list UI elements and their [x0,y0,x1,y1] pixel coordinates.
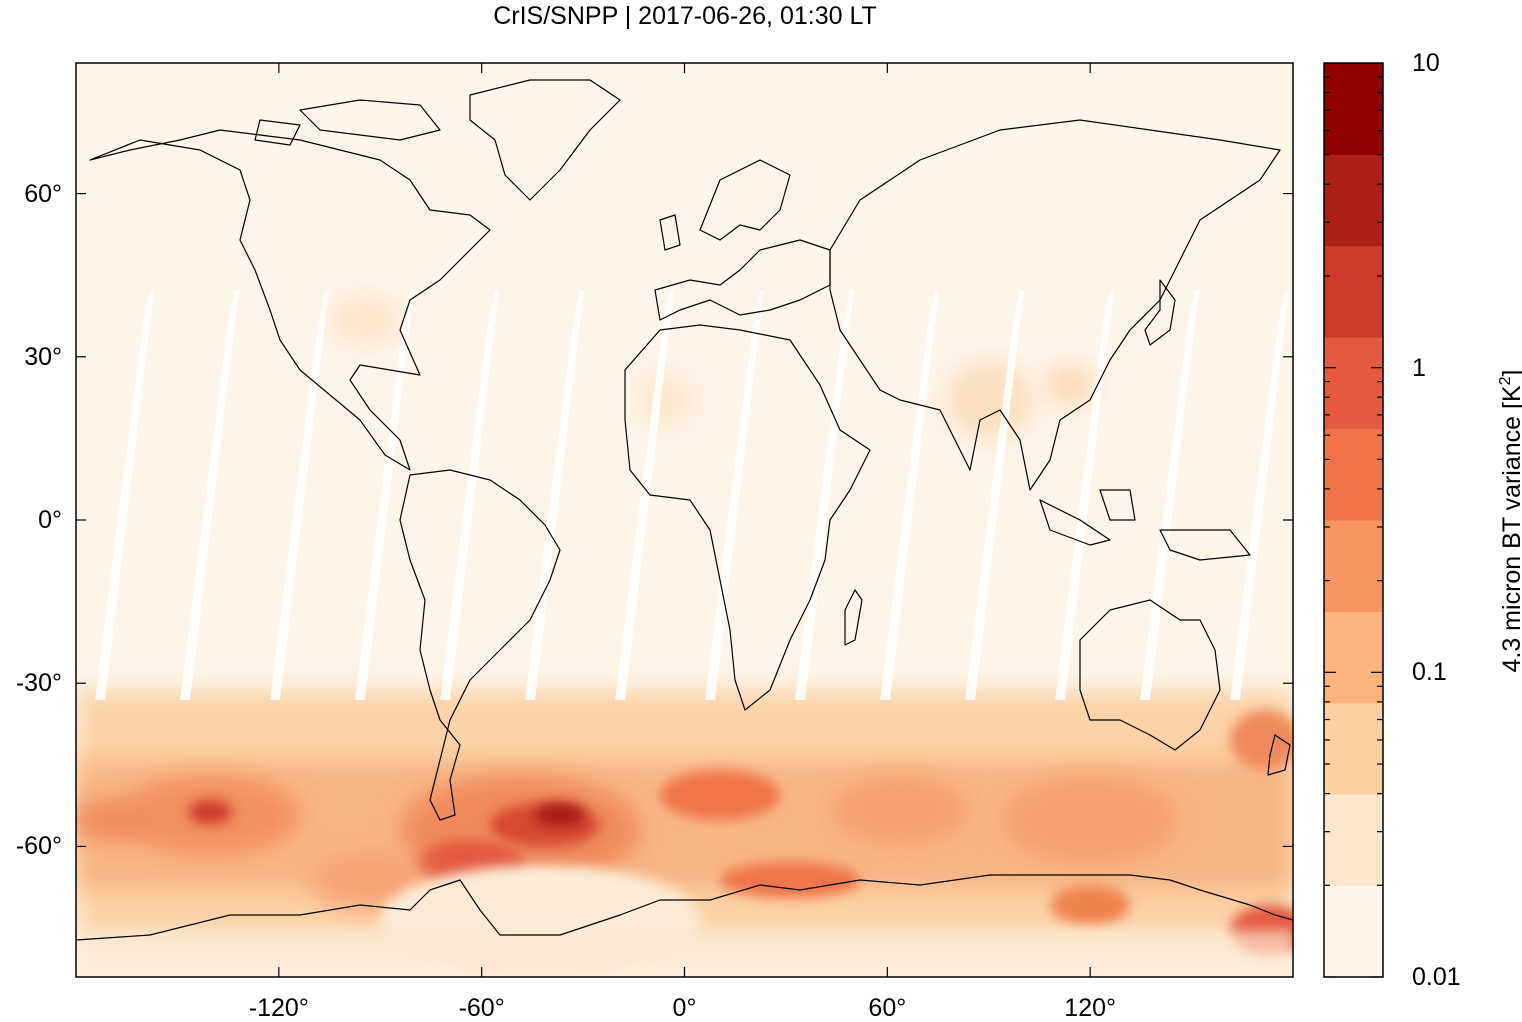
swath-gap [1055,290,1114,700]
axis-ticks [76,63,1293,977]
swath-gap [795,290,854,700]
y-tick-label: 60° [24,179,62,208]
colorbar-swatch [1324,885,1383,978]
swath-gap [525,290,584,700]
swath-gap [880,290,939,700]
x-tick-label: -60° [458,994,505,1022]
colorbar-swatch [1324,611,1383,704]
y-tick-label: -30° [15,669,62,698]
y-tick-label: -60° [15,832,62,861]
variance-field [76,290,1293,977]
swath-gap [95,290,154,700]
colorbar-swatch [1324,794,1383,887]
x-tick-label: 0° [672,994,697,1022]
colorbar-label: 4.3 micron BT variance [K2] [1497,369,1522,672]
y-tick-label: 0° [38,506,62,534]
swath-gap [270,290,329,700]
swath-gap [1140,290,1199,700]
colorbar-swatch [1324,245,1383,338]
colorbar-frame [1323,62,1384,978]
colorbar-swatch [1324,520,1383,612]
x-tick-label: 60° [868,994,907,1022]
colorbar-swatch [1324,337,1383,430]
colorbar-label-text: 4.3 micron BT variance [K [1498,385,1522,673]
colorbar-tick-label: 10 [1412,49,1440,77]
map-title: CrIS/SNPP | 2017-06-26, 01:30 LT [493,2,877,30]
colorbar-tick-label: 1 [1412,353,1426,382]
colorbar [1324,63,1383,978]
coastlines [75,79,1294,941]
swath-gap [180,290,239,700]
x-tick-label: 120° [1064,994,1117,1022]
swath-gaps [95,290,1289,700]
colorbar-swatch [1324,428,1383,521]
colorbar-swatch [1324,63,1383,155]
colorbar-tick-label: 0.01 [1412,963,1461,991]
swath-gap [1230,290,1289,700]
y-tick-label: 30° [24,342,62,371]
colorbar-ticks [1324,76,1383,978]
colorbar-tick-label: 0.1 [1412,658,1447,687]
x-tick-label: -120° [248,994,309,1022]
swath-gap [440,290,499,700]
swath-gap [615,290,674,700]
colorbar-label-suffix: ] [1498,369,1522,376]
swath-gap [705,290,764,700]
swath-gap [965,290,1024,700]
swath-gap [355,290,414,700]
colorbar-swatch [1324,154,1383,247]
colorbar-swatch [1324,702,1383,795]
colorbar-label-exponent: 2 [1497,376,1514,386]
